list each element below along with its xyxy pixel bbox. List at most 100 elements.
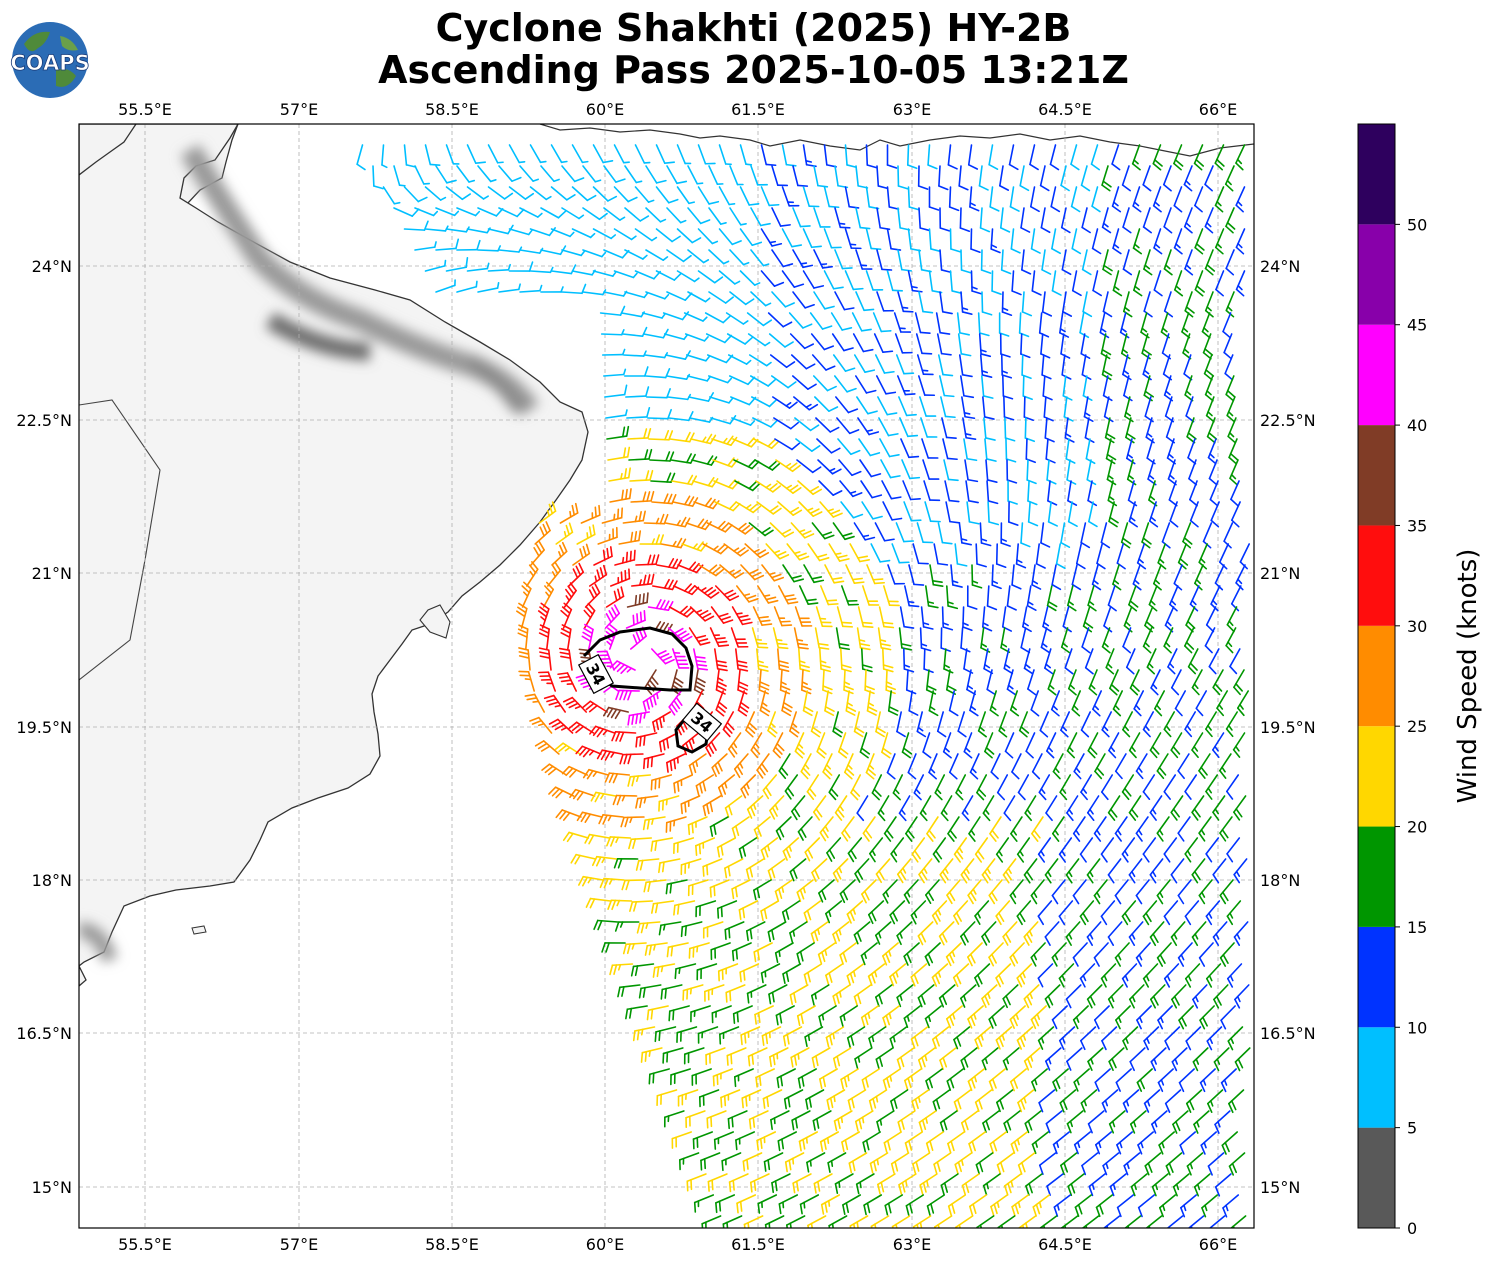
wind-barb xyxy=(996,1089,1014,1113)
wind-barb xyxy=(561,765,589,778)
wind-barb xyxy=(1009,1068,1027,1092)
wind-barb xyxy=(1107,921,1123,947)
wind-barb xyxy=(865,228,882,251)
wind-barb xyxy=(918,207,931,232)
wind-barb xyxy=(870,543,891,563)
wind-barb xyxy=(1152,564,1162,591)
wind-barb xyxy=(1133,270,1143,297)
wind-barb xyxy=(517,624,529,650)
wind-barb xyxy=(1100,963,1117,988)
wind-barb xyxy=(1123,375,1133,402)
wind-barb xyxy=(967,144,979,170)
wind-barb xyxy=(960,1110,979,1133)
wind-barb xyxy=(1136,543,1147,570)
wind-barb xyxy=(862,1131,882,1153)
wind-barb xyxy=(638,984,662,999)
land-west xyxy=(79,400,160,680)
wind-barb xyxy=(826,1089,846,1111)
wind-barb xyxy=(847,1089,867,1111)
wind-barb xyxy=(456,280,478,293)
wind-barb xyxy=(624,249,648,260)
wind-barb xyxy=(1108,501,1119,528)
wind-barb xyxy=(796,459,822,474)
wind-barb xyxy=(949,270,963,294)
wind-barb xyxy=(648,1068,670,1085)
wind-barb xyxy=(519,284,543,293)
wind-barb xyxy=(834,795,848,821)
wind-barb xyxy=(760,900,780,922)
wind-barb xyxy=(1129,1110,1147,1134)
wind-barb xyxy=(1203,354,1215,381)
wind-barb xyxy=(758,669,770,695)
wind-barb xyxy=(1100,837,1115,863)
wind-barb xyxy=(778,753,791,780)
wind-barb xyxy=(697,1026,719,1044)
wind-barb xyxy=(768,984,788,1005)
lat-tick-label-left: 16.5°N xyxy=(16,1024,72,1043)
wind-barb xyxy=(737,669,749,695)
wind-barb xyxy=(606,425,630,440)
wind-barb xyxy=(623,366,649,377)
wind-barb xyxy=(983,417,996,441)
wind-barb xyxy=(1006,669,1017,696)
wind-barb xyxy=(865,270,884,291)
wind-barb xyxy=(1143,1026,1160,1051)
wind-barb xyxy=(477,165,497,183)
wind-barb xyxy=(982,1110,1000,1133)
wind-barb xyxy=(704,312,731,324)
wind-barb xyxy=(807,1215,827,1228)
wind-barb xyxy=(590,791,617,803)
wind-barb xyxy=(635,732,658,748)
wind-barb xyxy=(1125,417,1136,444)
wind-barb xyxy=(697,186,720,205)
wind-barb xyxy=(792,165,809,187)
wind-barb xyxy=(1079,900,1095,926)
wind-barb xyxy=(782,963,802,985)
wind-barb xyxy=(456,165,476,183)
wind-barb xyxy=(924,501,941,523)
wind-barb xyxy=(1224,354,1234,381)
wind-barb xyxy=(1017,1152,1036,1175)
wind-barb xyxy=(1149,858,1164,884)
wind-barb xyxy=(917,984,935,1008)
logo-text: COAPS xyxy=(10,51,89,75)
wind-barb xyxy=(974,1089,993,1112)
wind-barb xyxy=(924,585,939,609)
wind-barb xyxy=(1205,900,1221,926)
wind-barb xyxy=(863,1194,883,1216)
wind-barb xyxy=(557,672,578,692)
wind-barb xyxy=(1142,165,1152,192)
wind-barb xyxy=(1052,1131,1070,1155)
wind-barb xyxy=(613,144,630,164)
wind-barb xyxy=(643,753,665,770)
wind-barb xyxy=(1046,585,1058,612)
wind-barb xyxy=(933,1152,952,1175)
wind-barb xyxy=(901,732,913,759)
wind-barb xyxy=(1214,228,1225,255)
wind-barb xyxy=(1221,1131,1238,1155)
wind-barb xyxy=(732,1005,753,1025)
wind-barb xyxy=(1023,921,1039,946)
wind-barb xyxy=(961,795,974,822)
wind-barb xyxy=(770,1110,790,1130)
wind-barb xyxy=(851,312,872,332)
wind-barb xyxy=(456,239,481,251)
wind-barb xyxy=(859,459,882,478)
wind-barb xyxy=(844,270,864,291)
wind-barb xyxy=(540,165,560,183)
wind-barb xyxy=(692,1131,714,1150)
wind-barb xyxy=(886,270,903,292)
wind-barb xyxy=(581,623,594,650)
wind-barb xyxy=(612,794,638,806)
wind-barb xyxy=(736,1194,757,1214)
wind-barb xyxy=(1087,732,1099,759)
wind-barb xyxy=(1103,396,1114,423)
wind-barb xyxy=(744,543,770,559)
wind-barb xyxy=(718,270,741,285)
wind-barb xyxy=(852,333,874,353)
wind-barb xyxy=(1135,816,1149,842)
wind-barb xyxy=(998,711,1008,738)
wind-barb xyxy=(686,375,712,382)
wind-barb xyxy=(1121,963,1138,988)
wind-barb xyxy=(960,627,971,653)
